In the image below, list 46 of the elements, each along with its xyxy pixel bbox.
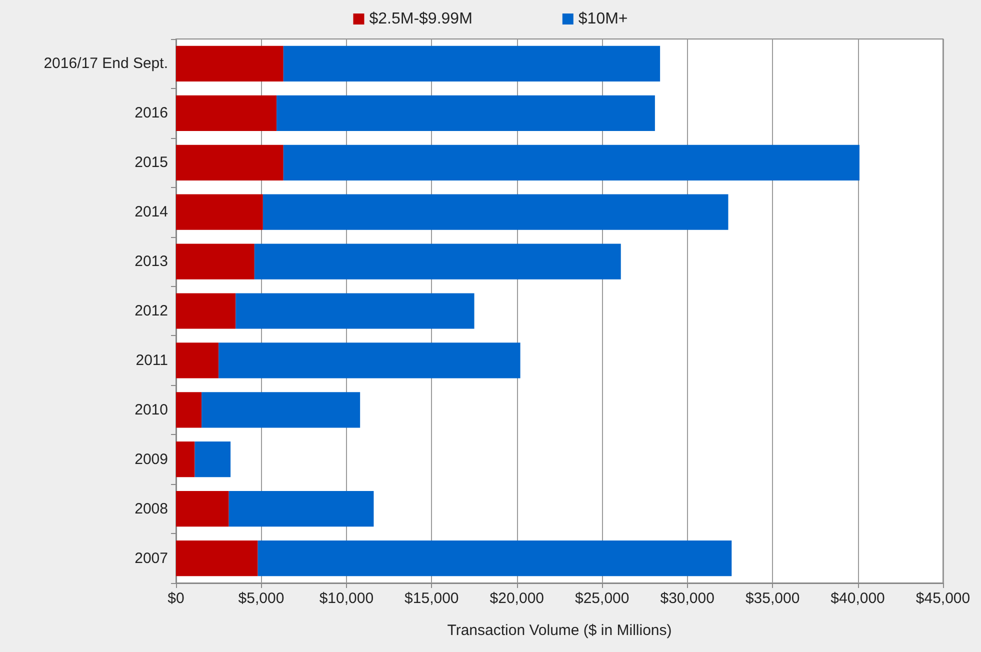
bar bbox=[194, 442, 231, 478]
bar bbox=[176, 293, 236, 329]
y-tick-label: 2016/17 End Sept. bbox=[44, 55, 168, 72]
bar bbox=[236, 293, 474, 329]
legend-label: $10M+ bbox=[578, 10, 628, 28]
y-tick-label: 2013 bbox=[134, 253, 168, 270]
bar bbox=[176, 442, 195, 478]
y-tick-label: 2010 bbox=[134, 401, 168, 418]
y-tick-label: 2007 bbox=[134, 550, 168, 567]
x-tick-label: $30,000 bbox=[660, 590, 714, 607]
y-tick-label: 2016 bbox=[134, 104, 168, 122]
x-axis-title: Transaction Volume ($ in Millions) bbox=[447, 622, 672, 639]
bar bbox=[176, 144, 284, 180]
x-tick-label: $10,000 bbox=[319, 590, 374, 607]
y-tick-label: 2008 bbox=[134, 500, 168, 518]
bar bbox=[283, 46, 660, 82]
bar bbox=[218, 342, 520, 378]
bar bbox=[176, 540, 258, 576]
y-tick-label: 2012 bbox=[134, 302, 168, 320]
x-tick-label: $0 bbox=[168, 590, 184, 607]
bar bbox=[176, 46, 284, 82]
x-tick-label: $35,000 bbox=[745, 590, 800, 607]
x-tick-label: $45,000 bbox=[916, 590, 970, 607]
bar bbox=[176, 244, 254, 280]
x-tick-label: $5,000 bbox=[238, 590, 284, 607]
bar bbox=[176, 95, 277, 131]
x-tick-label: $15,000 bbox=[404, 590, 459, 607]
bar bbox=[202, 392, 360, 428]
bar bbox=[176, 342, 219, 378]
bar bbox=[283, 144, 860, 180]
bar bbox=[176, 491, 229, 527]
bar bbox=[258, 540, 732, 576]
legend-label: $2.5M-$9.99M bbox=[369, 10, 472, 28]
x-tick-label: $25,000 bbox=[574, 590, 630, 607]
x-tick-label: $40,000 bbox=[830, 590, 885, 607]
bar bbox=[176, 392, 202, 428]
bar bbox=[276, 95, 655, 131]
bar bbox=[262, 194, 728, 230]
y-tick-label: 2014 bbox=[134, 204, 168, 221]
bar bbox=[254, 244, 621, 280]
bar bbox=[176, 194, 263, 230]
x-tick-label: $20,000 bbox=[490, 590, 544, 607]
y-tick-label: 2011 bbox=[136, 352, 168, 369]
y-tick-label: 2015 bbox=[134, 154, 168, 172]
y-tick-label: 2009 bbox=[134, 450, 168, 468]
bar bbox=[228, 491, 374, 527]
